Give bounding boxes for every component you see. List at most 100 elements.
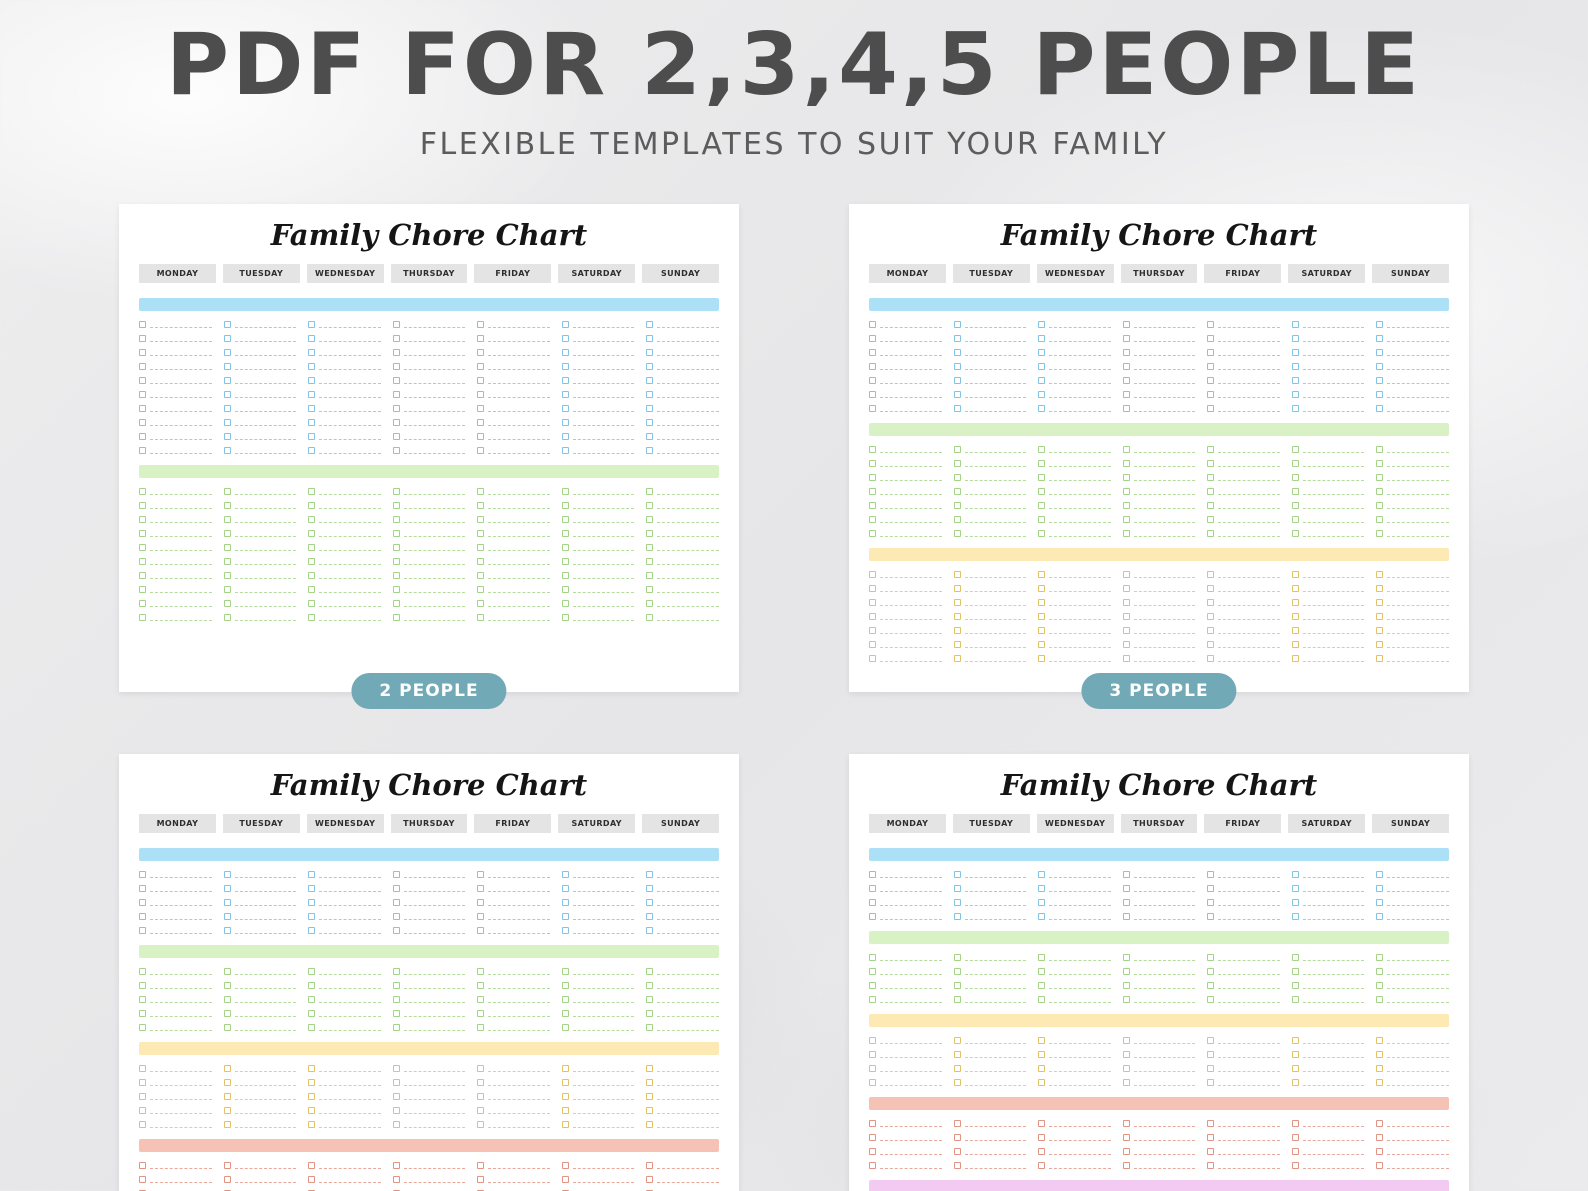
dotted-line	[1302, 396, 1365, 398]
checkbox-icon	[1038, 1037, 1046, 1045]
checkbox-icon	[308, 982, 316, 990]
section-color-bar	[869, 1013, 1449, 1027]
chore-cell	[392, 611, 466, 625]
section-color-bar	[139, 1138, 719, 1152]
dotted-line	[1049, 576, 1111, 578]
chore-cell	[139, 332, 212, 346]
dotted-line	[1387, 1167, 1449, 1169]
dotted-line	[880, 521, 942, 523]
checkbox-icon	[1122, 363, 1130, 371]
chore-cell	[1376, 388, 1449, 402]
dotted-line	[1049, 890, 1111, 892]
dotted-line	[488, 605, 550, 607]
checkbox-icon	[477, 530, 485, 538]
section-color-bar	[869, 930, 1449, 944]
dotted-line	[150, 410, 212, 412]
chore-cell	[1207, 582, 1280, 596]
chore-cell	[1122, 346, 1196, 360]
chore-cell	[1207, 1076, 1280, 1090]
checkbox-icon	[1376, 913, 1384, 921]
checkbox-icon	[223, 913, 231, 921]
chore-cell	[646, 332, 719, 346]
chore-cell	[1291, 1131, 1365, 1145]
page-title: PDF FOR 2,3,4,5 PEOPLE	[166, 15, 1422, 115]
dotted-line	[1133, 987, 1196, 989]
checkbox-icon	[1038, 349, 1046, 357]
chore-cell	[869, 457, 942, 471]
checkbox-icon	[1207, 502, 1215, 510]
dotted-line	[488, 932, 550, 934]
dotted-line	[880, 959, 942, 961]
checkbox-icon	[646, 899, 654, 907]
dotted-line	[1302, 987, 1365, 989]
dotted-line	[234, 876, 297, 878]
chore-grid	[139, 868, 719, 938]
dotted-line	[1302, 521, 1365, 523]
checkbox-icon	[1207, 488, 1215, 496]
checkbox-icon	[1376, 1065, 1384, 1073]
day-header-row: MONDAY TUESDAY WEDNESDAY THURSDAY FRIDAY SATU…	[139, 813, 719, 833]
chore-cell	[1291, 1159, 1365, 1173]
dotted-line	[1387, 382, 1449, 384]
checkbox-icon	[308, 419, 316, 427]
chore-cell	[1376, 652, 1449, 666]
dotted-line	[488, 563, 550, 565]
chore-cell	[1376, 624, 1449, 638]
chore-cell	[1376, 568, 1449, 582]
checkbox-icon	[392, 572, 400, 580]
dotted-line	[1049, 618, 1111, 620]
dotted-line	[964, 326, 1027, 328]
checkbox-icon	[1038, 1148, 1046, 1156]
chore-cell	[953, 1062, 1027, 1076]
day-header: THURSDAY	[1120, 813, 1198, 833]
chore-cell	[1038, 610, 1111, 624]
checkbox-icon	[953, 1148, 961, 1156]
chore-cell	[561, 499, 635, 513]
dotted-line	[1302, 368, 1365, 370]
chore-cell	[869, 652, 942, 666]
chore-cell	[646, 979, 719, 993]
chore-cell	[646, 1104, 719, 1118]
dotted-line	[1049, 451, 1111, 453]
chore-cell	[1376, 1062, 1449, 1076]
checkbox-icon	[1207, 460, 1215, 468]
checkbox-icon	[953, 1065, 961, 1073]
checkbox-icon	[1122, 613, 1130, 621]
chore-cell	[1207, 1145, 1280, 1159]
chore-cell	[953, 582, 1027, 596]
checkbox-icon	[1376, 474, 1384, 482]
dotted-line	[657, 890, 719, 892]
chore-cell	[139, 1007, 212, 1021]
checkbox-icon	[869, 996, 876, 1004]
checkbox-icon	[139, 1107, 146, 1115]
chore-grid	[139, 485, 719, 625]
checkbox-icon	[1207, 1134, 1215, 1142]
dotted-line	[1387, 535, 1449, 537]
dotted-line	[488, 904, 550, 906]
checkbox-icon	[953, 1120, 961, 1128]
dotted-line	[657, 507, 719, 509]
day-header: TUESDAY	[222, 263, 300, 283]
chore-cell	[953, 652, 1027, 666]
chore-cell	[646, 1076, 719, 1090]
dotted-line	[319, 396, 381, 398]
chore-cell	[1207, 1062, 1280, 1076]
dotted-line	[1387, 1056, 1449, 1058]
checkbox-icon	[646, 927, 654, 935]
checkbox-icon	[1291, 996, 1299, 1004]
chore-cell	[869, 896, 942, 910]
dotted-line	[150, 619, 212, 621]
checkbox-icon	[1291, 488, 1299, 496]
dotted-line	[572, 1015, 635, 1017]
chore-cell	[1038, 1131, 1111, 1145]
chore-cell	[223, 1104, 297, 1118]
checkbox-icon	[1038, 599, 1046, 607]
dotted-line	[403, 1070, 466, 1072]
chore-cell	[1122, 1062, 1196, 1076]
chore-cell	[477, 896, 550, 910]
chore-cell	[1207, 1034, 1280, 1048]
checkbox-icon	[477, 572, 485, 580]
chore-cell	[953, 882, 1027, 896]
checkbox-icon	[646, 558, 654, 566]
checkbox-icon	[561, 502, 569, 510]
